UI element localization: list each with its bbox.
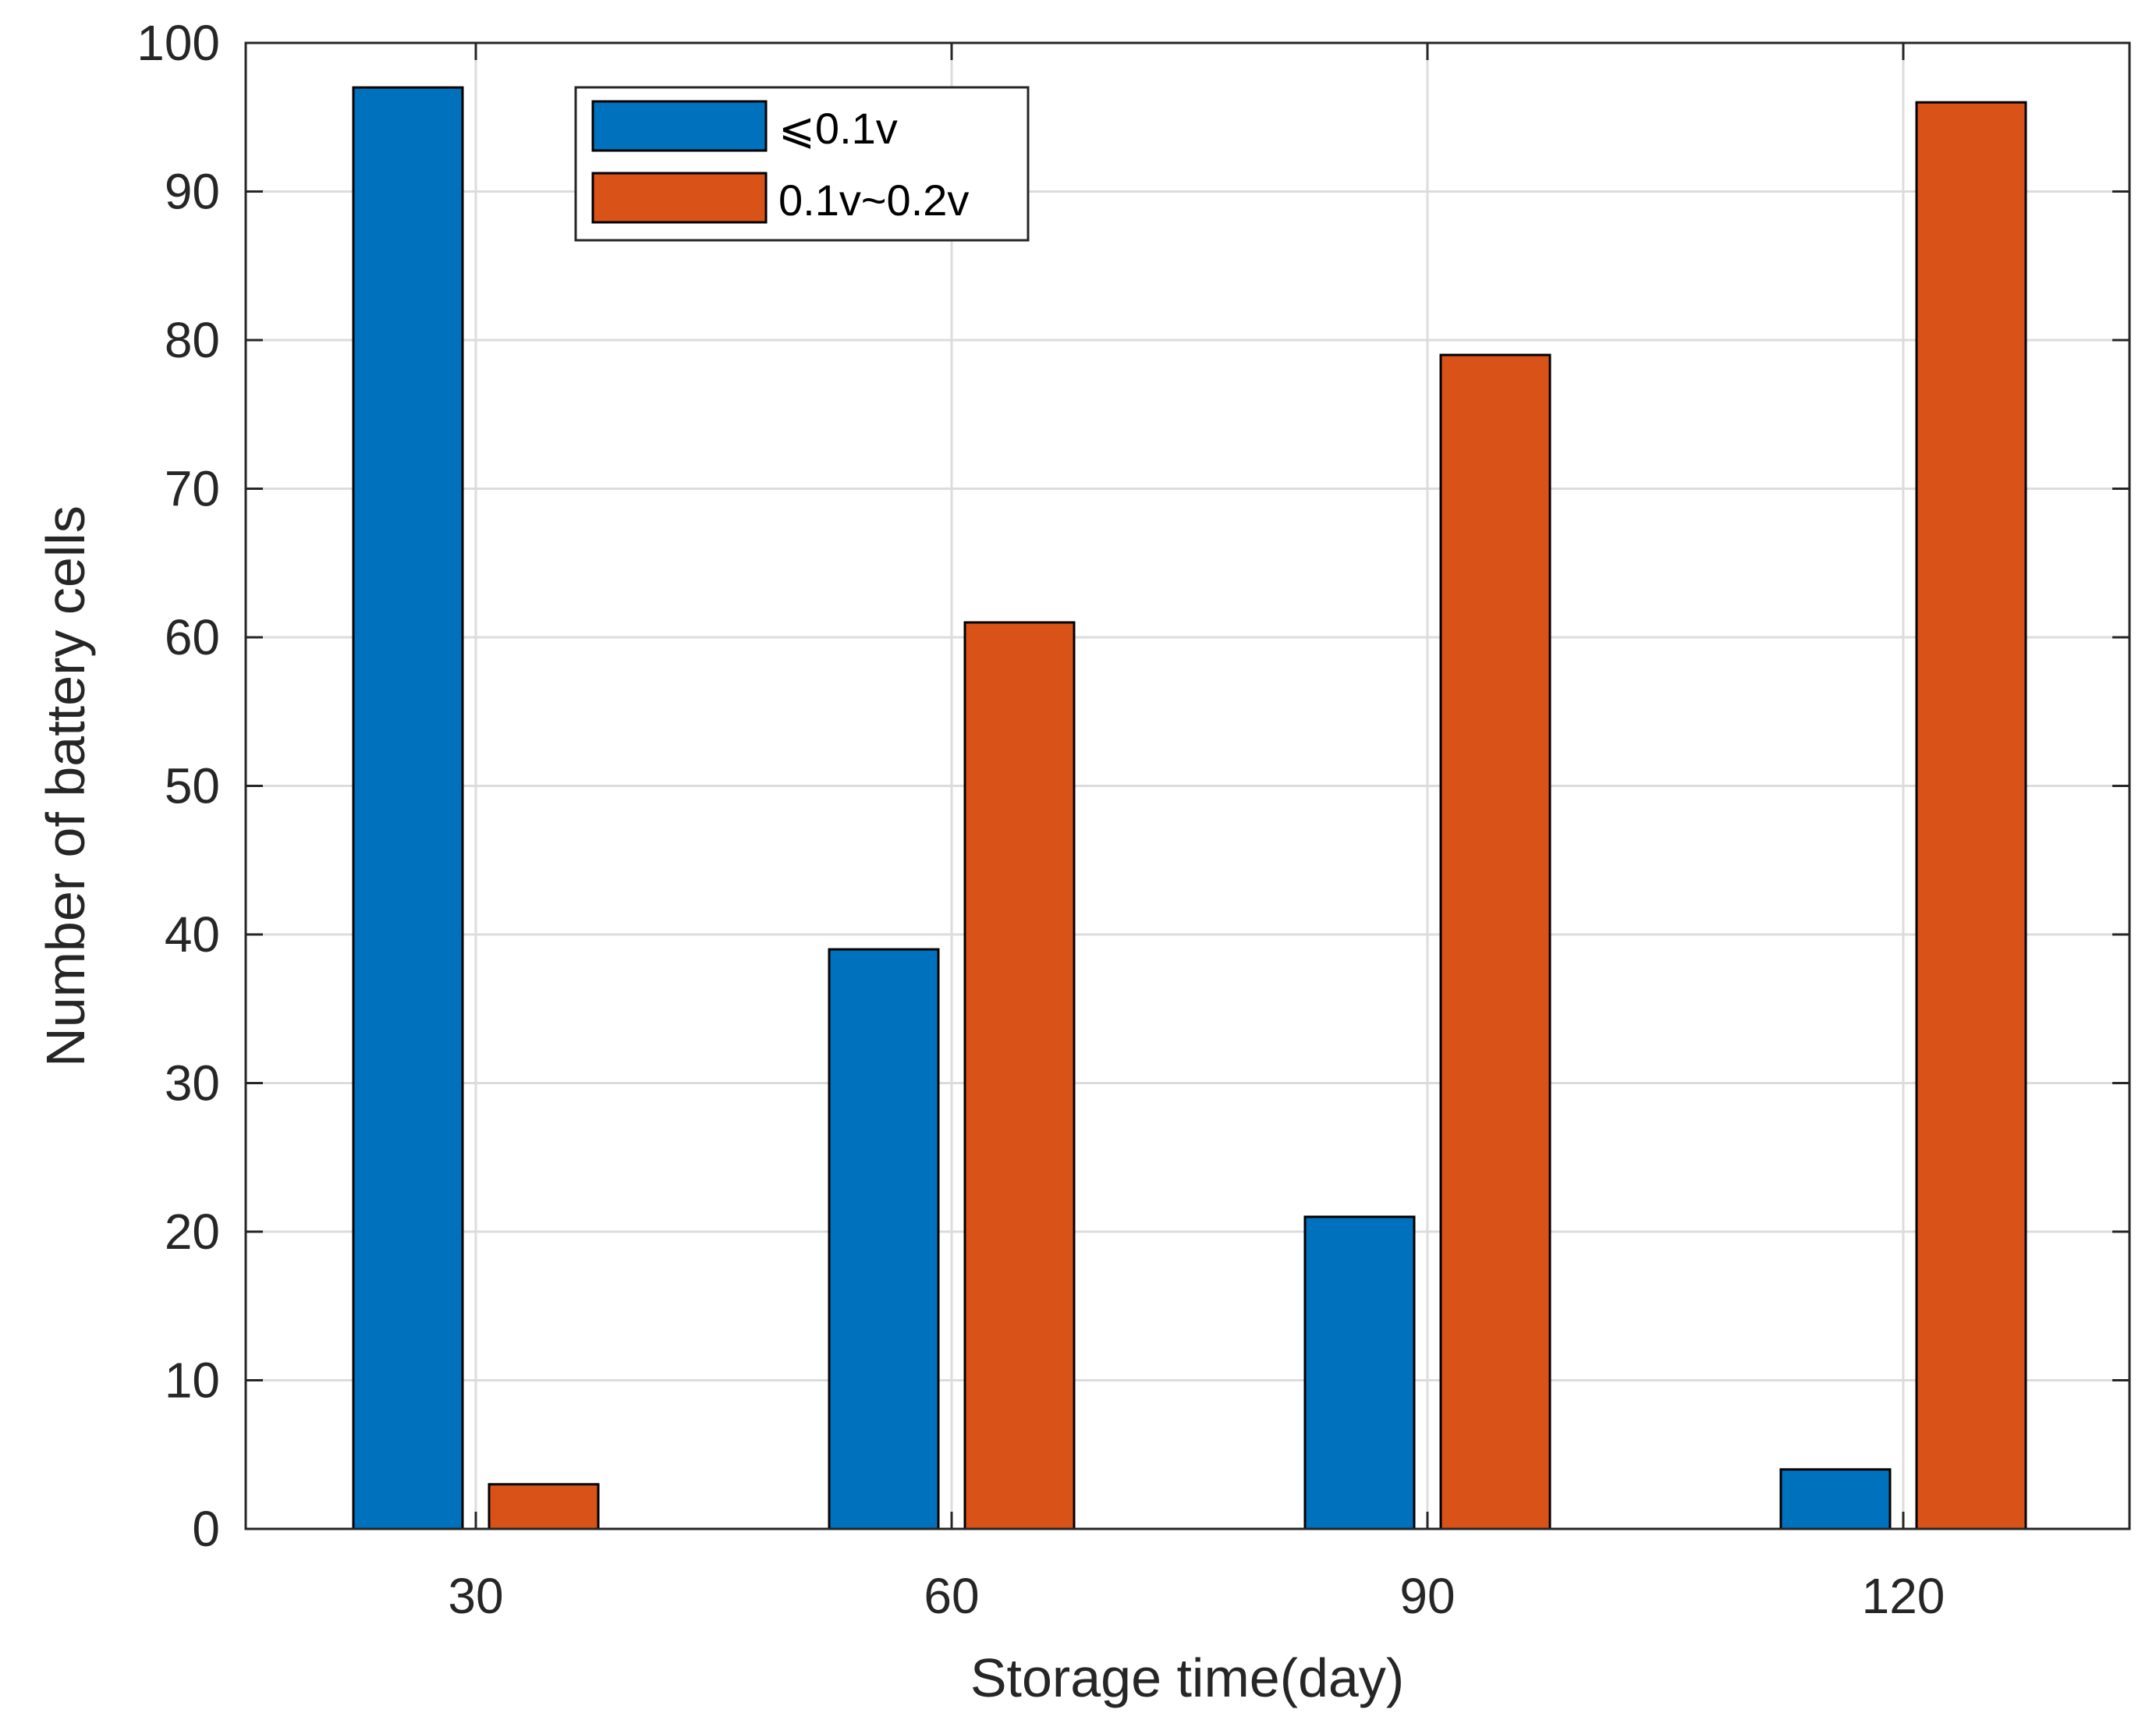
bar-series-2-30 bbox=[488, 1483, 600, 1530]
legend-swatch-series-2 bbox=[591, 172, 768, 224]
x-tick-labels: 30 60 90 120 bbox=[448, 1568, 1945, 1624]
legend-label-series-2: 0.1v~0.2v bbox=[778, 176, 969, 225]
x-tick-label: 120 bbox=[1862, 1568, 1945, 1624]
y-tick-label: 70 bbox=[165, 461, 220, 517]
y-tick-label: 50 bbox=[165, 758, 220, 814]
bar-series-2-60 bbox=[963, 621, 1076, 1530]
x-tick-label: 60 bbox=[924, 1568, 979, 1624]
y-tick-label: 10 bbox=[165, 1353, 220, 1409]
bar-series-1-90 bbox=[1303, 1215, 1416, 1530]
y-tick-label: 80 bbox=[165, 312, 220, 368]
y-tick-label: 90 bbox=[165, 164, 220, 220]
x-tick-label: 30 bbox=[448, 1568, 503, 1624]
legend-swatch-series-1 bbox=[591, 100, 768, 152]
y-tick-label: 0 bbox=[192, 1501, 220, 1557]
y-tick-label: 40 bbox=[165, 906, 220, 963]
bar-series-2-120 bbox=[1915, 101, 2027, 1530]
bar-series-1-30 bbox=[352, 86, 464, 1530]
y-tick-label: 100 bbox=[137, 15, 220, 71]
legend: ⩽0.1v 0.1v~0.2v bbox=[574, 86, 1030, 242]
bars bbox=[352, 86, 2027, 1530]
y-tick-label: 20 bbox=[165, 1204, 220, 1260]
grid-lines bbox=[246, 43, 2129, 1529]
x-tick-label: 90 bbox=[1399, 1568, 1455, 1624]
legend-label-series-1: ⩽0.1v bbox=[778, 104, 898, 153]
y-tick-labels: 0 10 20 30 40 50 60 70 80 90 100 bbox=[137, 15, 220, 1557]
y-tick-label: 60 bbox=[165, 609, 220, 665]
y-axis-label: Number of battery cells bbox=[35, 505, 96, 1067]
x-axis-label: Storage time(day) bbox=[970, 1647, 1404, 1708]
y-tick-label: 30 bbox=[165, 1055, 220, 1112]
tick-marks bbox=[246, 41, 2129, 1530]
bar-series-1-60 bbox=[828, 948, 940, 1530]
bar-series-2-90 bbox=[1439, 353, 1551, 1530]
bar-series-1-120 bbox=[1779, 1468, 1892, 1530]
